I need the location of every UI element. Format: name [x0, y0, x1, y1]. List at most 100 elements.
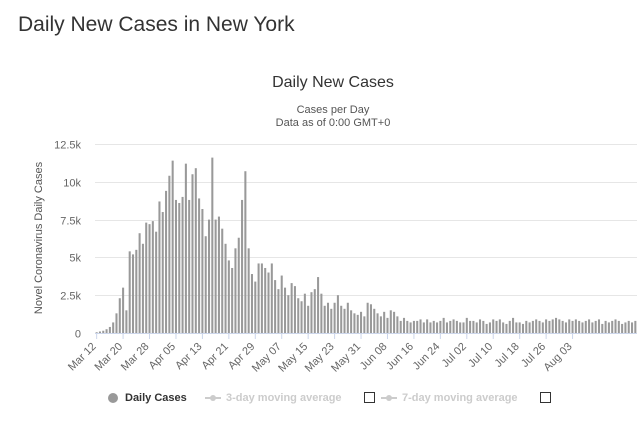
bar[interactable] [416, 320, 419, 333]
bar[interactable] [614, 319, 617, 333]
bar[interactable] [350, 310, 353, 333]
bar[interactable] [224, 243, 227, 333]
bar[interactable] [631, 322, 634, 333]
bar[interactable] [373, 308, 376, 333]
bar[interactable] [303, 293, 306, 333]
bar[interactable] [168, 175, 171, 333]
bar[interactable] [145, 222, 148, 333]
bar[interactable] [462, 322, 465, 333]
bar[interactable] [171, 160, 174, 333]
bar[interactable] [621, 323, 624, 333]
bar[interactable] [330, 308, 333, 333]
bar[interactable] [122, 287, 125, 333]
bar[interactable] [518, 322, 521, 333]
bar[interactable] [270, 263, 273, 333]
bar[interactable] [475, 322, 478, 333]
bar[interactable] [442, 317, 445, 333]
bar[interactable] [432, 320, 435, 333]
bar[interactable] [578, 320, 581, 333]
bar[interactable] [426, 319, 429, 333]
bar[interactable] [198, 198, 201, 333]
bar[interactable] [498, 319, 501, 333]
bar[interactable] [141, 243, 144, 333]
bar[interactable] [356, 314, 359, 333]
bar[interactable] [231, 267, 234, 333]
bar[interactable] [512, 317, 515, 333]
bar[interactable] [102, 330, 105, 333]
bar[interactable] [125, 310, 128, 333]
legend-item-7day-average[interactable]: 7-day moving average [381, 388, 518, 408]
bar[interactable] [194, 168, 197, 333]
bar[interactable] [207, 219, 211, 333]
bar[interactable] [439, 320, 442, 333]
legend-item-3day-average[interactable]: 3-day moving average [205, 388, 342, 408]
bar[interactable] [257, 263, 260, 333]
bar[interactable] [293, 286, 296, 333]
bar[interactable] [184, 163, 187, 333]
bar[interactable] [201, 209, 204, 333]
bar[interactable] [502, 322, 505, 333]
bar[interactable] [558, 319, 561, 333]
bar[interactable] [138, 233, 141, 333]
bar[interactable] [383, 311, 386, 333]
bar[interactable] [597, 319, 601, 333]
bar[interactable] [241, 199, 244, 333]
bar[interactable] [482, 320, 485, 333]
bar[interactable] [627, 320, 630, 333]
bar[interactable] [264, 267, 267, 333]
bar[interactable] [284, 287, 287, 333]
bar[interactable] [584, 320, 587, 333]
bar[interactable] [564, 322, 567, 333]
bar[interactable] [561, 320, 564, 333]
bar[interactable] [406, 320, 409, 333]
legend-checkbox-3day[interactable] [364, 392, 375, 403]
bar[interactable] [508, 320, 511, 333]
bar[interactable] [419, 319, 422, 333]
bar[interactable] [617, 320, 620, 333]
bar[interactable] [485, 323, 488, 333]
bar[interactable] [369, 304, 372, 333]
bar[interactable] [221, 228, 224, 333]
bar[interactable] [505, 323, 508, 333]
bar[interactable] [178, 202, 181, 333]
bar[interactable] [588, 319, 591, 333]
bar[interactable] [535, 319, 538, 333]
bar[interactable] [568, 319, 571, 333]
bar[interactable] [98, 331, 101, 333]
bar[interactable] [488, 322, 491, 333]
bar[interactable] [174, 199, 177, 333]
bar[interactable] [277, 289, 280, 333]
bar[interactable] [217, 216, 220, 333]
bar[interactable] [237, 237, 240, 333]
bar[interactable] [244, 171, 247, 333]
bar[interactable] [376, 313, 379, 333]
bar[interactable] [336, 295, 339, 333]
bar[interactable] [234, 248, 237, 333]
bar[interactable] [422, 322, 425, 333]
bar[interactable] [333, 302, 336, 333]
bar[interactable] [538, 320, 541, 333]
bar[interactable] [135, 249, 138, 333]
bar[interactable] [155, 231, 158, 333]
bar[interactable] [393, 311, 396, 333]
bar[interactable] [204, 236, 207, 333]
bar[interactable] [131, 254, 135, 333]
bar[interactable] [158, 201, 161, 333]
bar[interactable] [227, 260, 230, 333]
bar[interactable] [555, 317, 558, 333]
bar[interactable] [581, 322, 584, 333]
bar[interactable] [118, 298, 121, 333]
bar[interactable] [108, 326, 111, 333]
bar[interactable] [531, 320, 534, 333]
bar[interactable] [386, 317, 389, 333]
bar[interactable] [548, 320, 551, 333]
legend-item-daily-cases[interactable]: Daily Cases [108, 388, 187, 408]
bar[interactable] [594, 320, 597, 333]
bar[interactable] [551, 319, 554, 333]
bar[interactable] [607, 322, 610, 333]
bar[interactable] [445, 322, 448, 333]
bar[interactable] [346, 302, 349, 333]
bar[interactable] [165, 190, 168, 333]
bar[interactable] [452, 319, 455, 333]
bar[interactable] [429, 322, 432, 333]
